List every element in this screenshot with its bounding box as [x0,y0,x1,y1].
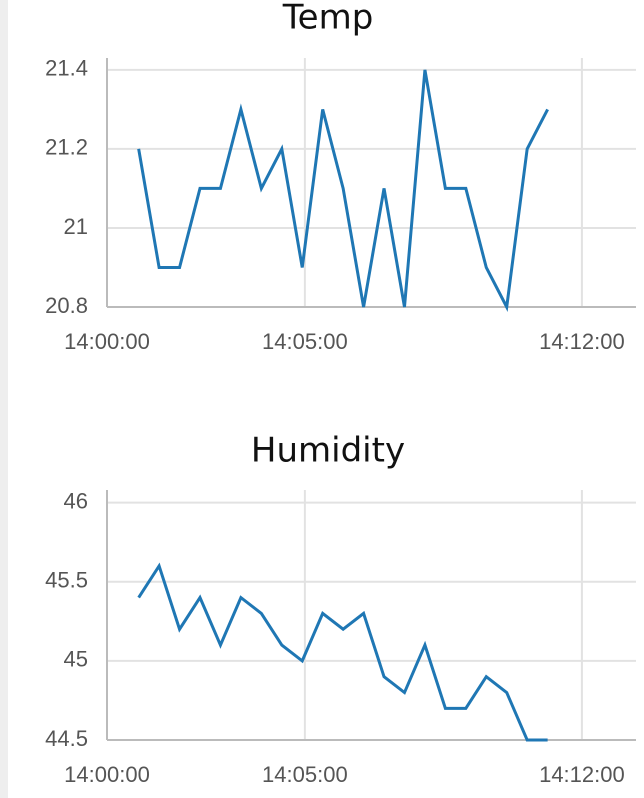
y-tick-label: 21.4 [45,56,88,81]
y-tick-label: 21.2 [45,135,88,160]
y-tick-label: 45.5 [45,568,88,593]
y-tick-label: 45 [64,647,88,672]
chart-title: Temp [282,0,374,38]
data-line [137,562,548,742]
x-tick-label: 14:05:00 [262,329,348,354]
y-tick-label: 20.8 [45,293,88,318]
x-tick-label: 14:00:00 [64,762,150,787]
y-tick-label: 46 [64,488,88,513]
y-tick-label: 44.5 [45,726,88,751]
x-tick-label: 14:12:00 [539,329,625,354]
x-tick-label: 14:12:00 [539,762,625,787]
data-line [137,69,549,312]
x-tick-label: 14:00:00 [64,329,150,354]
x-tick-label: 14:05:00 [262,762,348,787]
chart-title: Humidity [251,431,405,471]
y-tick-label: 21 [64,214,88,239]
sidebar-edge [0,0,8,798]
